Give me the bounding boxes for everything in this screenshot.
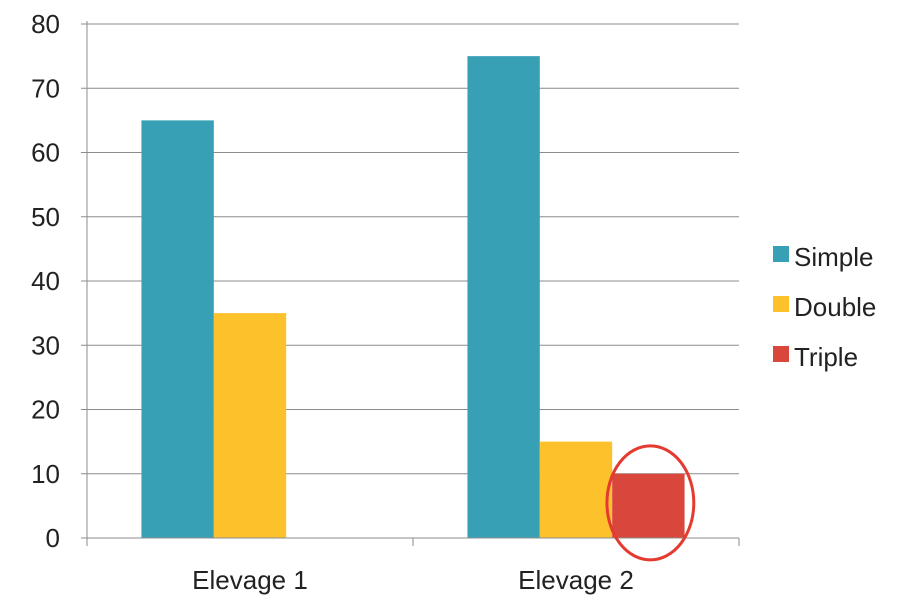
legend-swatch-double	[773, 296, 789, 312]
legend-swatch-simple	[773, 246, 789, 262]
x-tick-label: Elevage 2	[518, 565, 634, 595]
y-tick-label: 70	[31, 73, 60, 103]
annotations	[605, 444, 696, 562]
bar-simple	[467, 56, 540, 538]
legend-label: Simple	[794, 242, 873, 272]
y-tick-label: 20	[31, 395, 60, 425]
y-tick-label: 10	[31, 459, 60, 489]
legend: Simple Double Triple	[773, 242, 876, 372]
bars	[141, 56, 685, 538]
y-tick-label: 0	[46, 523, 60, 553]
bar-triple	[612, 473, 685, 538]
y-tick-label: 40	[31, 266, 60, 296]
axes: 0 10 20 30 40 50 60 70 80 Elevage 1 Elevage 2	[31, 9, 740, 595]
y-tick-label: 60	[31, 138, 60, 168]
y-tick-label: 50	[31, 202, 60, 232]
x-tick-label: Elevage 1	[192, 565, 308, 595]
y-tick-label: 30	[31, 330, 60, 360]
bar-double	[213, 313, 287, 538]
bar-double	[539, 441, 613, 538]
bar-simple	[141, 120, 214, 538]
y-tick-label: 80	[31, 9, 60, 39]
legend-label: Double	[794, 292, 876, 322]
legend-label: Triple	[794, 342, 858, 372]
highlight-circle	[605, 444, 696, 562]
legend-swatch-triple	[773, 346, 789, 362]
